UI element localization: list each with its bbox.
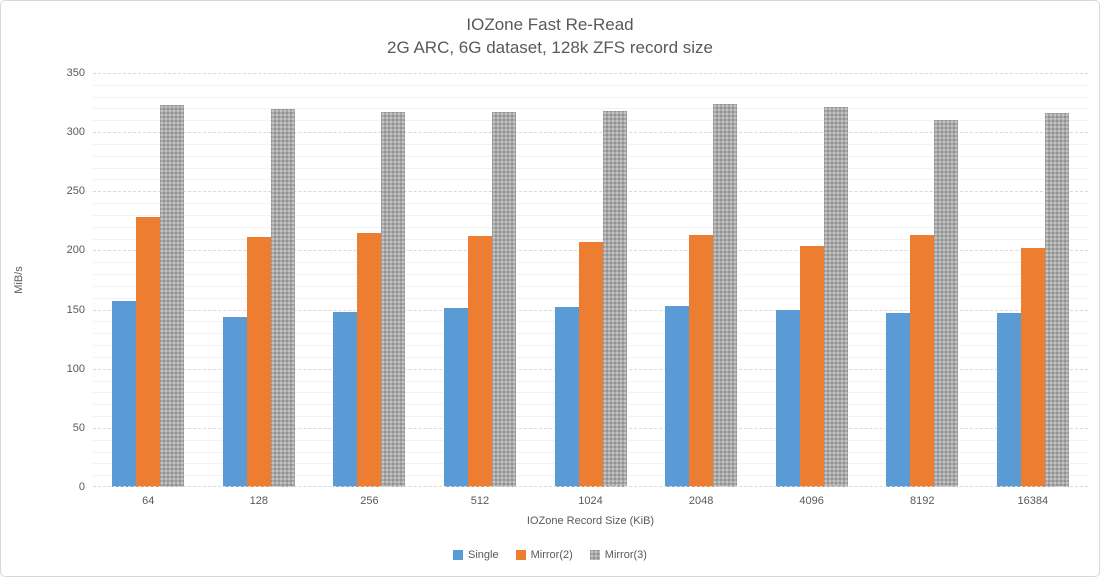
y-tick-label: 150 [66,303,85,316]
bar-mirror2-64 [136,217,161,487]
bar-single-128 [222,316,247,487]
minor-gridline [93,96,1088,98]
bar-single-8192 [886,313,911,487]
y-tick-label: 350 [66,67,85,79]
minor-gridline [93,120,1088,122]
y-tick-label: 100 [66,362,85,375]
y-tick-label: 50 [72,421,85,434]
x-tick-label-256: 256 [360,495,379,507]
bar-mirror2-4096 [799,245,824,487]
legend-label: Mirror(2) [530,549,573,561]
x-axis-tick-labels: 64 128 256 512 1024 2048 4096 8192 16384 [93,495,1088,507]
minor-gridline [93,167,1088,169]
bar-single-1024 [554,307,579,487]
chart-title: IOZone Fast Re-Read 2G ARC, 6G dataset, … [1,13,1099,59]
legend-label: Single [468,549,499,561]
legend-item-mirror3: Mirror(3) [589,549,647,561]
bar-mirror3-512 [491,112,516,487]
minor-gridline [93,84,1088,86]
bar-group-128 [204,73,315,487]
bar-mirror3-16384 [1044,113,1069,487]
bar-group-8192 [867,73,978,487]
legend: Single Mirror(2) Mirror(3) [1,549,1099,561]
legend-label: Mirror(3) [604,549,647,561]
bar-single-512 [443,308,468,487]
bar-group-1024 [535,73,646,487]
minor-gridline [93,214,1088,216]
chart-title-line2: 2G ARC, 6G dataset, 128k ZFS record size [387,38,713,57]
bar-mirror3-1024 [602,110,627,487]
bar-single-4096 [775,309,800,487]
legend-swatch-icon [515,550,526,560]
x-tick-label-1024: 1024 [578,495,603,507]
bar-group-512 [425,73,536,487]
minor-gridline [93,155,1088,157]
bar-mirror2-1024 [578,242,603,487]
minor-gridline [93,143,1088,145]
y-tick-label: 300 [66,126,85,139]
bar-mirror3-128 [270,108,295,487]
minor-gridline [93,226,1088,228]
bar-mirror3-256 [381,112,406,487]
bar-mirror2-16384 [1020,248,1045,487]
bar-mirror3-64 [160,104,185,487]
bar-group-64 [93,73,204,487]
bar-mirror2-2048 [689,235,714,487]
x-tick-label-2048: 2048 [688,495,714,507]
bar-group-16384 [978,73,1089,487]
x-tick-label-8192: 8192 [909,495,935,507]
x-tick-label-16384: 16384 [1017,495,1049,507]
x-tick-label-128: 128 [249,495,269,507]
plot-area [93,73,1088,487]
bar-group-2048 [646,73,757,487]
bar-group-4096 [756,73,867,487]
bar-mirror2-128 [246,237,271,487]
bar-single-2048 [665,306,690,487]
y-tick-label: 200 [66,244,85,257]
x-axis-line [93,486,1088,487]
x-axis-title: IOZone Record Size (KiB) [526,515,655,527]
legend-item-mirror2: Mirror(2) [515,549,573,561]
bar-single-64 [112,301,137,487]
y-axis-tick-labels: 0 50 100 150 200 250 300 350 [1,1,85,576]
y-tick-label: 0 [78,481,85,493]
x-tick-label-4096: 4096 [799,495,824,507]
bar-mirror2-256 [357,232,382,487]
legend-swatch-icon [453,550,464,560]
bar-mirror2-512 [467,236,492,487]
major-gridline [93,191,1088,193]
legend-item-single: Single [453,549,499,561]
minor-gridline [93,108,1088,110]
x-tick-label-64: 64 [142,495,155,507]
x-tick-label-512: 512 [470,495,490,507]
bar-groups [93,73,1088,487]
chart-title-line1: IOZone Fast Re-Read [466,15,634,34]
bar-group-256 [314,73,425,487]
bar-single-16384 [996,313,1021,487]
bar-mirror3-2048 [713,103,738,487]
major-gridline [93,73,1088,74]
minor-gridline [93,203,1088,205]
major-gridline [93,132,1088,134]
bar-mirror3-8192 [934,120,959,487]
y-tick-label: 250 [66,185,85,198]
minor-gridline [93,179,1088,181]
legend-swatch-icon [589,550,600,560]
bar-single-256 [333,311,358,487]
bar-mirror3-4096 [823,107,848,487]
bar-mirror2-8192 [910,235,935,487]
minor-gridline [93,238,1088,240]
